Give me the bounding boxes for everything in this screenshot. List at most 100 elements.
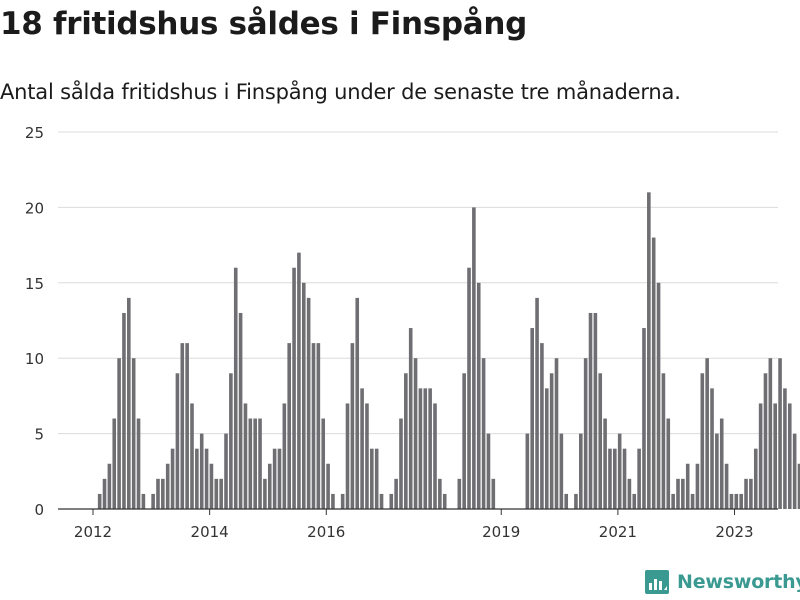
- bar: [559, 433, 564, 509]
- bar: [408, 328, 413, 509]
- bar: [438, 478, 442, 509]
- bar: [705, 358, 709, 509]
- bar: [778, 358, 782, 509]
- bar: [389, 493, 394, 509]
- gridlines: [58, 131, 778, 435]
- bar: [136, 418, 141, 509]
- bar: [472, 207, 476, 509]
- bar: [117, 358, 121, 509]
- bar: [758, 403, 763, 509]
- bar: [666, 418, 671, 509]
- bar: [476, 282, 481, 509]
- bar: [768, 358, 773, 509]
- bar: [170, 448, 175, 509]
- bar: [583, 358, 588, 509]
- bar: [647, 192, 651, 509]
- bar: [370, 448, 374, 509]
- bar: [700, 373, 705, 509]
- x-tick-label: 2021: [599, 523, 637, 541]
- y-axis: 0 5 10 15 20 25: [25, 124, 44, 519]
- bar: [282, 403, 287, 509]
- bar: [399, 418, 403, 509]
- bar: [632, 493, 637, 509]
- bar: [97, 493, 102, 509]
- bar: [122, 312, 126, 509]
- bar: [792, 433, 797, 509]
- bar: [180, 343, 185, 509]
- bar: [107, 463, 112, 509]
- bar: [306, 297, 311, 509]
- y-tick-label: 25: [25, 124, 44, 142]
- bar: [340, 493, 345, 509]
- bar: [379, 493, 384, 509]
- bar: [613, 448, 617, 509]
- bar: [744, 478, 748, 509]
- bar: [695, 463, 700, 509]
- bar: [491, 478, 496, 509]
- bar: [753, 448, 758, 509]
- bar: [301, 282, 306, 509]
- bar: [603, 418, 607, 509]
- bar: [311, 343, 316, 509]
- bar: [151, 493, 155, 509]
- x-tick-label: 2014: [191, 523, 229, 541]
- bar: [719, 418, 724, 509]
- bars: [97, 192, 800, 509]
- bar: [272, 448, 277, 509]
- bar: [734, 493, 739, 509]
- bar: [681, 478, 685, 509]
- bar: [350, 343, 355, 509]
- bar: [204, 448, 209, 509]
- x-tick-label: 2019: [482, 523, 520, 541]
- bar: [292, 267, 296, 509]
- bar: [316, 343, 321, 509]
- bar: [331, 493, 335, 509]
- y-tick-label: 15: [25, 275, 44, 293]
- bar: [608, 448, 612, 509]
- x-tick-label: 2016: [307, 523, 345, 541]
- bar: [574, 493, 578, 509]
- bar: [185, 343, 189, 509]
- bar: [297, 252, 301, 509]
- bar: [156, 478, 160, 509]
- x-tick-label: 2012: [74, 523, 112, 541]
- bar: [267, 463, 272, 509]
- bar: [685, 463, 690, 509]
- bar: [219, 478, 223, 509]
- bar: [544, 388, 549, 509]
- bar: [355, 297, 360, 509]
- bar: [593, 312, 598, 509]
- bar: [773, 403, 777, 509]
- brand-logo-block: Newsworthy: [645, 570, 800, 594]
- bar: [783, 388, 787, 509]
- y-tick-label: 5: [34, 426, 44, 444]
- bar: [233, 267, 238, 509]
- bar: [209, 463, 214, 509]
- bar: [457, 478, 462, 509]
- bar: [243, 403, 248, 509]
- bar: [715, 433, 719, 509]
- bar: [253, 418, 257, 509]
- bar: [729, 493, 734, 509]
- bar: [428, 388, 432, 509]
- bar: [627, 478, 632, 509]
- bar: [374, 448, 379, 509]
- bar: [724, 463, 729, 509]
- bar: [462, 373, 466, 509]
- bar: [258, 418, 262, 509]
- bar: [656, 282, 661, 509]
- bar: [365, 403, 369, 509]
- bar: [263, 478, 267, 509]
- bar: [642, 328, 646, 509]
- x-tick-label: 2023: [715, 523, 753, 541]
- bar: [175, 373, 180, 509]
- bar: [161, 478, 165, 509]
- bar: [127, 297, 131, 509]
- bar: [214, 478, 219, 509]
- bar: [238, 312, 243, 509]
- bar: [229, 373, 233, 509]
- bar: [423, 388, 428, 509]
- bar: [588, 312, 593, 509]
- bar: [530, 328, 534, 509]
